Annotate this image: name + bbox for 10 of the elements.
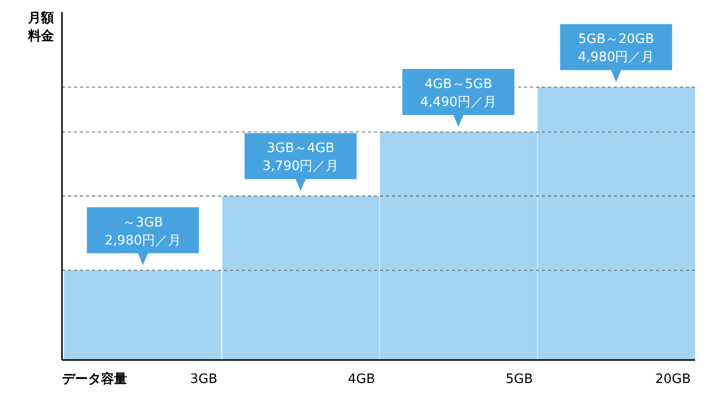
x-tick-label: 5GB	[506, 372, 533, 387]
x-axis-title: データ容量	[62, 371, 127, 387]
data-label: 4GB～5GB 4,490円／月	[420, 76, 496, 110]
y-axis-title: 月額料金	[27, 10, 55, 44]
x-tick-label: 4GB	[348, 372, 376, 387]
data-label: 5GB～20GB 4,980円／月	[578, 32, 654, 66]
data-label: ～3GB 2,980円／月	[104, 215, 181, 248]
x-tick-label: 20GB	[655, 372, 691, 387]
data-label: 3GB～4GB 3,790円／月	[262, 141, 339, 174]
x-tick-label: 3GB	[190, 372, 218, 387]
